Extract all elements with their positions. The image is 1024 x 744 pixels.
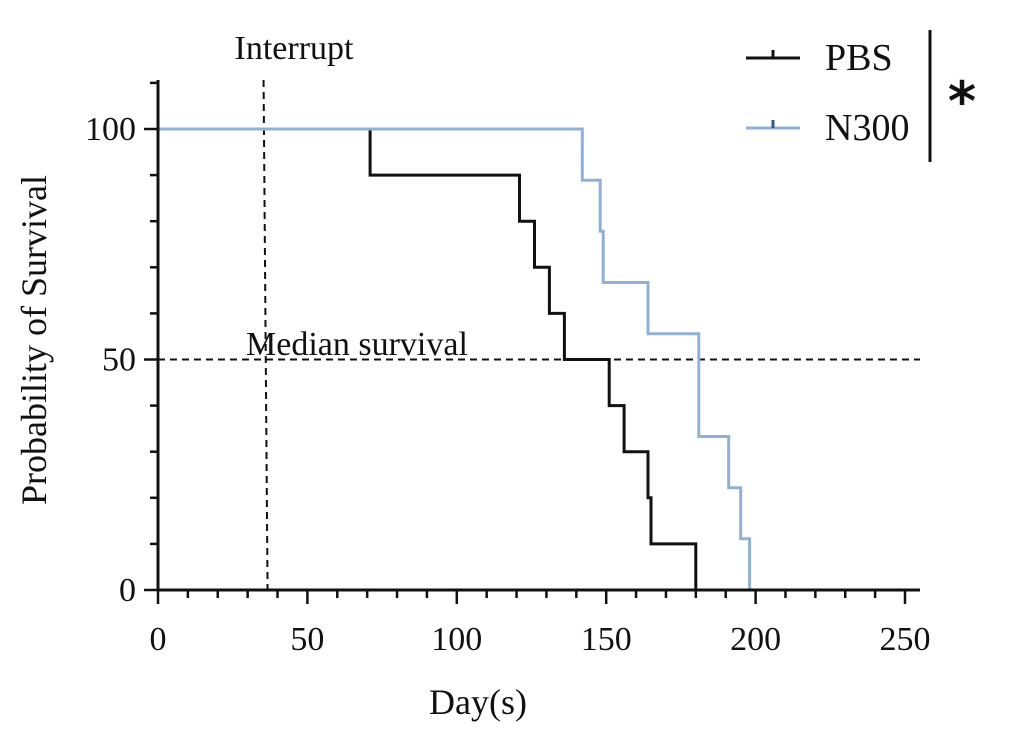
legend: PBS N300 bbox=[746, 37, 909, 149]
interrupt-label: Interrupt bbox=[235, 30, 355, 67]
significance-marker: * bbox=[948, 70, 976, 133]
y-tick-label: 0 bbox=[119, 572, 136, 609]
legend-item-n300: N300 bbox=[746, 107, 909, 149]
legend-label-pbs: PBS bbox=[825, 37, 893, 79]
x-tick-label: 50 bbox=[290, 621, 324, 658]
x-tick-label: 0 bbox=[150, 621, 167, 658]
legend-label-n300: N300 bbox=[825, 107, 909, 149]
median-survival-label: Median survival bbox=[246, 326, 468, 363]
y-axis-label: Probability of Survival bbox=[14, 175, 54, 505]
axes bbox=[144, 80, 920, 604]
x-axis-label: Day(s) bbox=[429, 682, 527, 722]
tick-labels: 0 50 100 150 200 250 0 50 100 bbox=[85, 111, 931, 658]
x-tick-label: 150 bbox=[581, 621, 632, 658]
series-layer bbox=[158, 127, 752, 590]
y-tick-label: 100 bbox=[85, 111, 136, 148]
x-tick-label: 250 bbox=[880, 621, 931, 658]
x-tick-label: 200 bbox=[730, 621, 781, 658]
series-line-pbs bbox=[158, 127, 698, 590]
interrupt-line bbox=[262, 79, 269, 591]
legend-item-pbs: PBS bbox=[746, 37, 893, 79]
y-tick-label: 50 bbox=[102, 342, 136, 379]
series-line-n300 bbox=[158, 127, 752, 590]
x-tick-label: 100 bbox=[431, 621, 482, 658]
reference-lines bbox=[158, 79, 920, 591]
